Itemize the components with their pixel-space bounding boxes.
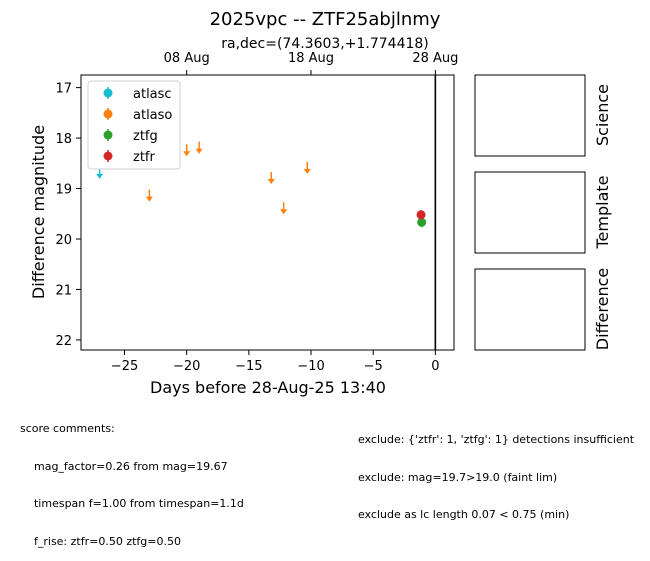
light-curve-figure: 2025vpc -- ZTF25abjlnmy ra,dec=(74.3603,… <box>29 9 612 397</box>
x-axis-label: Days before 28-Aug-25 13:40 <box>150 378 386 397</box>
y-tick-label: 20 <box>55 233 72 248</box>
y-tick-label: 21 <box>55 283 72 298</box>
upper-limit-arrow <box>145 196 153 202</box>
legend-entry: atlaso <box>133 108 172 123</box>
cutout-panel <box>474 268 586 351</box>
score-comments: score comments: mag_factor=0.26 from mag… <box>20 398 244 561</box>
upper-limit-arrow <box>303 168 311 174</box>
cutout-panels: Science Template Difference <box>474 74 612 351</box>
legend-entry: ztfg <box>133 129 158 144</box>
x-tick-label: −20 <box>173 359 200 374</box>
panel-label: Difference <box>593 268 612 350</box>
y-tick-label: 18 <box>55 132 72 147</box>
legend-marker <box>103 130 113 140</box>
y-tick-label: 22 <box>55 334 72 349</box>
x-tick-label: −15 <box>235 359 262 374</box>
chart-subtitle: ra,dec=(74.3603,+1.774418) <box>221 36 429 52</box>
chart-title: 2025vpc -- ZTF25abjlnmy <box>210 9 441 30</box>
upper-limit-arrow <box>96 173 104 179</box>
cutout-panel <box>474 171 586 254</box>
y-axis-label: Difference magnitude <box>29 125 48 299</box>
comment-line: f_rise: ztfr=0.50 ztfg=0.50 <box>20 534 181 548</box>
upper-limit-arrow <box>280 209 288 215</box>
exclude-comments: exclude: {'ztfr': 1, 'ztfg': 1} detectio… <box>358 409 634 534</box>
top-tick-label: 08 Aug <box>164 51 210 66</box>
upper-limit-arrow <box>195 148 203 154</box>
upper-limit-arrow <box>267 178 275 184</box>
data-point <box>416 210 426 220</box>
plot-area: −25 −20 −15 −10 −5 0 17 18 19 20 21 22 08 Aug 18 Aug 2… <box>55 51 458 374</box>
top-tick-label: 18 Aug <box>288 51 334 66</box>
legend: atlasc atlaso ztfg ztfr <box>87 80 181 170</box>
y-tick-label: 19 <box>55 183 72 198</box>
y-tick-label: 17 <box>55 82 72 97</box>
comment-line: score comments: <box>20 422 115 435</box>
x-tick-label: −10 <box>297 359 324 374</box>
comment-line: exclude: mag=19.7>19.0 (faint lim) <box>358 470 558 484</box>
panel-label: Science <box>593 84 612 146</box>
legend-marker <box>103 109 113 119</box>
comment-line: mag_factor=0.26 from mag=19.67 <box>20 459 228 473</box>
legend-marker <box>103 88 113 98</box>
x-tick-label: 0 <box>431 359 439 374</box>
x-tick-label: −5 <box>364 359 383 374</box>
plot-frame <box>80 74 455 351</box>
top-tick-label: 28 Aug <box>412 51 458 66</box>
legend-marker <box>103 151 113 161</box>
legend-box <box>87 80 181 170</box>
panel-label: Template <box>593 175 612 249</box>
data-point <box>417 217 427 227</box>
x-tick-label: −25 <box>111 359 138 374</box>
comment-line: exclude as lc length 0.07 < 0.75 (min) <box>358 508 570 521</box>
legend-entry: atlasc <box>133 87 172 102</box>
comment-line: exclude: {'ztfr': 1, 'ztfg': 1} detectio… <box>358 433 635 446</box>
legend-entry: ztfr <box>133 150 155 165</box>
upper-limit-arrow <box>183 151 191 157</box>
cutout-panel <box>474 74 586 157</box>
